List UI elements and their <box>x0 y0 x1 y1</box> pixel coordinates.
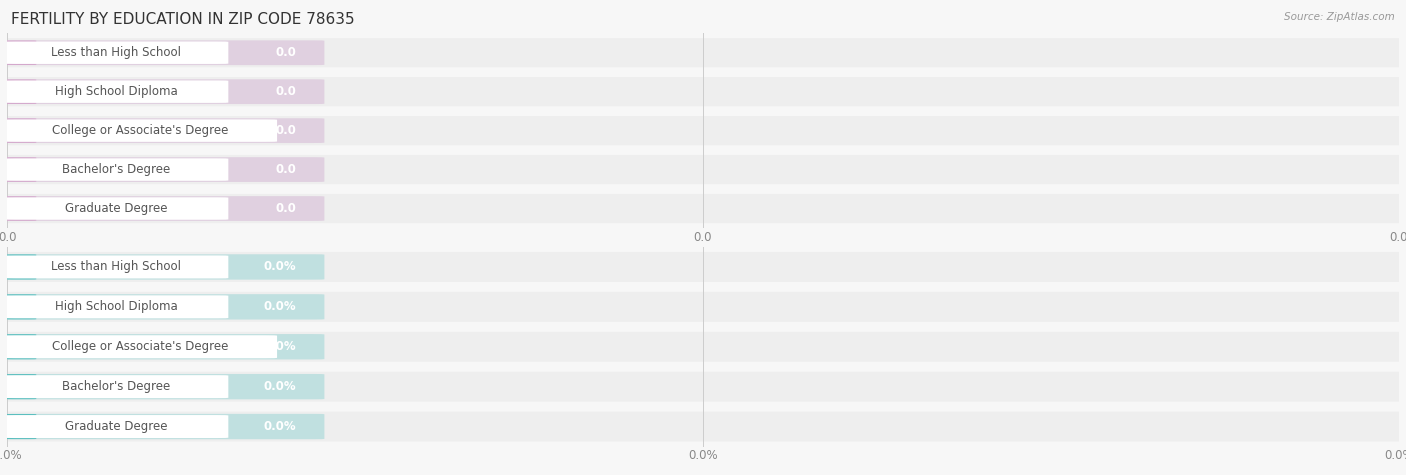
FancyBboxPatch shape <box>1 414 325 439</box>
FancyBboxPatch shape <box>6 118 37 143</box>
Text: Less than High School: Less than High School <box>51 46 181 59</box>
FancyBboxPatch shape <box>4 375 228 398</box>
FancyBboxPatch shape <box>1 294 325 320</box>
FancyBboxPatch shape <box>4 119 277 142</box>
FancyBboxPatch shape <box>1 196 325 221</box>
FancyBboxPatch shape <box>6 40 37 65</box>
FancyBboxPatch shape <box>4 415 228 438</box>
FancyBboxPatch shape <box>6 374 37 399</box>
Text: 0.0%: 0.0% <box>264 420 297 433</box>
FancyBboxPatch shape <box>1 157 325 182</box>
FancyBboxPatch shape <box>6 294 37 319</box>
Text: 0.0: 0.0 <box>276 124 297 137</box>
Text: 0.0%: 0.0% <box>264 300 297 314</box>
FancyBboxPatch shape <box>6 196 37 221</box>
FancyBboxPatch shape <box>6 414 37 439</box>
FancyBboxPatch shape <box>1 40 325 65</box>
FancyBboxPatch shape <box>4 256 228 278</box>
Text: 0.0: 0.0 <box>276 163 297 176</box>
Text: High School Diploma: High School Diploma <box>55 300 177 314</box>
FancyBboxPatch shape <box>6 79 37 104</box>
FancyBboxPatch shape <box>4 197 228 220</box>
FancyBboxPatch shape <box>4 158 228 181</box>
FancyBboxPatch shape <box>3 411 1406 442</box>
FancyBboxPatch shape <box>4 41 228 64</box>
FancyBboxPatch shape <box>3 252 1406 282</box>
FancyBboxPatch shape <box>3 116 1406 145</box>
Text: Bachelor's Degree: Bachelor's Degree <box>62 163 170 176</box>
Text: 0.0: 0.0 <box>276 202 297 215</box>
Text: Less than High School: Less than High School <box>51 260 181 274</box>
FancyBboxPatch shape <box>1 79 325 104</box>
Text: High School Diploma: High School Diploma <box>55 85 177 98</box>
FancyBboxPatch shape <box>3 155 1406 184</box>
Text: Bachelor's Degree: Bachelor's Degree <box>62 380 170 393</box>
Text: Graduate Degree: Graduate Degree <box>65 202 167 215</box>
Text: College or Associate's Degree: College or Associate's Degree <box>52 340 229 353</box>
Text: 0.0%: 0.0% <box>264 380 297 393</box>
FancyBboxPatch shape <box>3 194 1406 223</box>
FancyBboxPatch shape <box>3 292 1406 322</box>
Text: FERTILITY BY EDUCATION IN ZIP CODE 78635: FERTILITY BY EDUCATION IN ZIP CODE 78635 <box>11 12 354 27</box>
FancyBboxPatch shape <box>1 374 325 399</box>
Text: 0.0: 0.0 <box>276 46 297 59</box>
Text: College or Associate's Degree: College or Associate's Degree <box>52 124 229 137</box>
FancyBboxPatch shape <box>1 334 325 360</box>
FancyBboxPatch shape <box>4 295 228 318</box>
Text: Source: ZipAtlas.com: Source: ZipAtlas.com <box>1284 12 1395 22</box>
FancyBboxPatch shape <box>3 371 1406 402</box>
FancyBboxPatch shape <box>6 334 37 359</box>
Text: 0.0%: 0.0% <box>264 340 297 353</box>
FancyBboxPatch shape <box>1 254 325 280</box>
FancyBboxPatch shape <box>3 332 1406 362</box>
FancyBboxPatch shape <box>6 157 37 182</box>
Text: 0.0%: 0.0% <box>264 260 297 274</box>
Text: Graduate Degree: Graduate Degree <box>65 420 167 433</box>
Text: 0.0: 0.0 <box>276 85 297 98</box>
FancyBboxPatch shape <box>6 255 37 279</box>
FancyBboxPatch shape <box>3 38 1406 67</box>
FancyBboxPatch shape <box>4 335 277 358</box>
FancyBboxPatch shape <box>4 80 228 103</box>
FancyBboxPatch shape <box>3 77 1406 106</box>
FancyBboxPatch shape <box>1 118 325 143</box>
